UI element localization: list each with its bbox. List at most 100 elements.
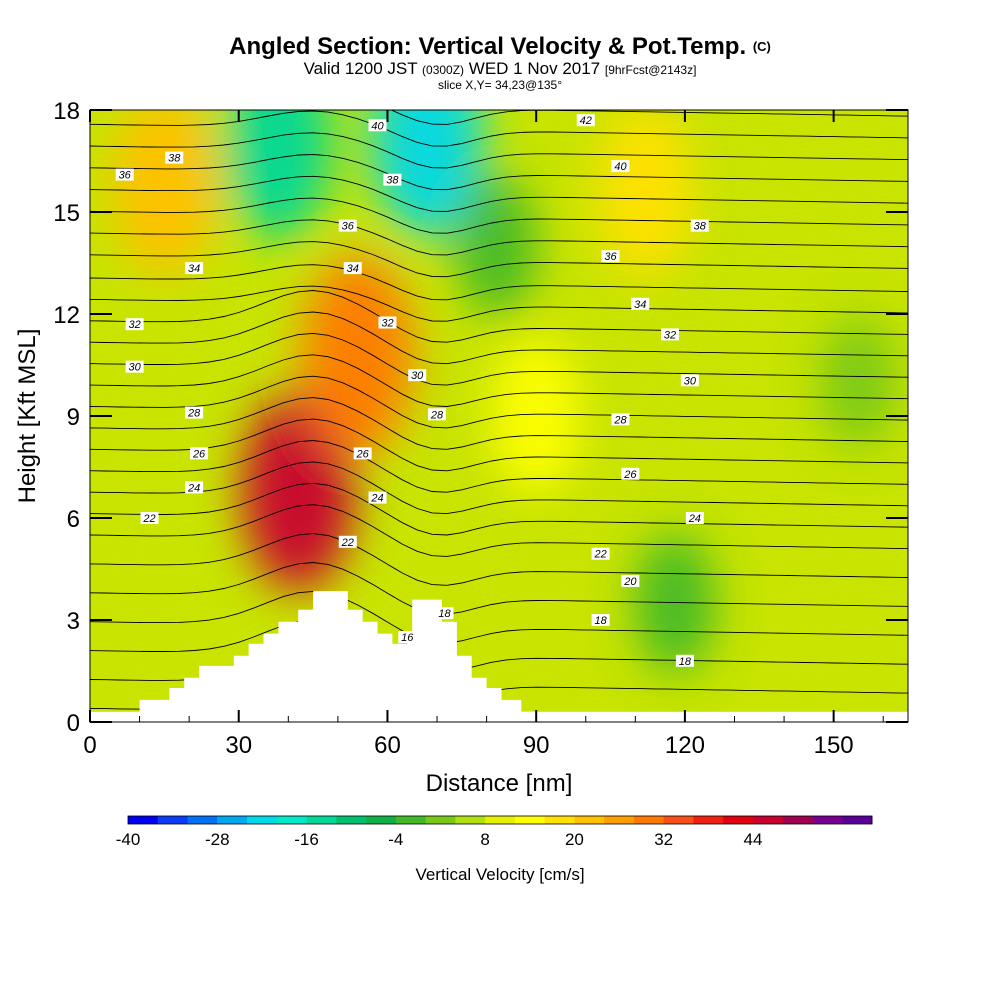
contour-label-text: 22 — [142, 513, 155, 525]
colorbar-tick-label: -40 — [116, 830, 141, 849]
contour-label-box — [383, 173, 402, 186]
contour-label: 24 — [685, 512, 704, 525]
contour-label: 32 — [125, 318, 144, 331]
colorbar-swatch — [633, 816, 665, 824]
contour-label-box — [338, 219, 357, 232]
contour-label-box — [185, 262, 204, 275]
isentrope-35 — [90, 241, 908, 278]
contour-label: 30 — [680, 374, 699, 387]
colorbar-swatch — [812, 816, 843, 824]
colorbar-swatch — [752, 816, 784, 824]
vertical-velocity-field — [90, 110, 908, 722]
contour-label-text: 32 — [128, 319, 140, 331]
colorbar-frame — [127, 815, 873, 825]
contour-label: 22 — [591, 547, 610, 561]
colorbar-swatch — [247, 816, 278, 824]
contour-label-box — [621, 574, 640, 587]
contour-label: 30 — [125, 360, 144, 374]
contour-label-text: 36 — [342, 221, 355, 233]
contour-label-box — [435, 607, 454, 620]
isentrope-19 — [90, 590, 908, 644]
isentrope-25 — [90, 440, 908, 493]
contour-label: 32 — [378, 316, 397, 330]
contour-label: 16 — [398, 631, 417, 644]
contour-label-text: 38 — [386, 175, 399, 187]
contour-label: 28 — [428, 408, 447, 421]
contour-label: 34 — [343, 262, 362, 275]
contour-label: 18 — [435, 607, 454, 620]
colorbar-tick-label: 20 — [565, 830, 584, 849]
contour-label-text: 30 — [684, 375, 697, 387]
contour-label-text: 26 — [192, 448, 206, 460]
isentrope-20 — [90, 562, 908, 615]
colorbar-tick-label: -28 — [205, 830, 230, 849]
contour-label: 22 — [338, 535, 357, 549]
contour-label-text: 18 — [438, 608, 451, 620]
isentrope-28 — [90, 375, 908, 429]
contour-label-box — [338, 535, 357, 548]
isentrope-27 — [90, 397, 908, 450]
x-tick-label: 120 — [665, 732, 705, 759]
contour-label-text: 34 — [347, 263, 359, 275]
velocity-feature — [371, 110, 484, 238]
colorbar-swatch — [574, 816, 605, 824]
velocity-feature — [242, 390, 355, 591]
terrain — [90, 591, 908, 722]
colorbar-swatch — [514, 816, 546, 824]
contour-label-box — [680, 374, 699, 387]
velocity-feature — [596, 110, 695, 279]
contour-label: 28 — [185, 406, 204, 420]
chart-subtitle: Valid 1200 JST (0300Z) WED 1 Nov 2017 [9… — [303, 59, 697, 78]
contour-label-text: 32 — [381, 318, 393, 330]
contour-label-box — [591, 614, 610, 626]
isentrope-22 — [90, 504, 908, 557]
contour-label: 42 — [576, 114, 595, 127]
colorbar-swatch — [485, 816, 516, 824]
title-mark: (C) — [752, 39, 771, 54]
colorbar-swatch — [306, 816, 337, 824]
contour-label-text: 32 — [664, 329, 676, 341]
isentrope-18 — [90, 619, 908, 673]
colorbar-swatch — [366, 816, 397, 824]
contour-label: 36 — [338, 219, 357, 233]
contour-label-text: 24 — [370, 493, 383, 505]
contour-label-text: 18 — [679, 656, 692, 668]
contour-label-text: 18 — [595, 615, 608, 627]
x-tick-label: 90 — [523, 732, 550, 759]
contour-label-text: 26 — [356, 448, 370, 460]
contour-label-box — [140, 512, 159, 524]
contour-label-box — [428, 408, 447, 421]
isentrope-38 — [90, 175, 908, 212]
contour-label: 22 — [140, 512, 159, 525]
contour-label-box — [190, 447, 209, 460]
colorbar-swatch — [217, 816, 248, 824]
isentrope-34 — [90, 264, 908, 301]
slice-info: slice X,Y= 34,23@135° — [437, 78, 563, 92]
contour-label: 18 — [591, 614, 610, 627]
contour-label-box — [115, 168, 134, 181]
contour-label-box — [690, 219, 709, 232]
contour-label-box — [343, 262, 362, 275]
contour-label-box — [368, 491, 387, 504]
contour-label-box — [675, 654, 694, 667]
colorbar-swatch — [395, 816, 427, 824]
colorbar-swatch — [782, 816, 813, 824]
x-tick-label: 60 — [374, 732, 401, 759]
contour-label: 38 — [690, 219, 709, 233]
contour-label-text: 34 — [188, 263, 200, 275]
contour-label-box — [408, 369, 427, 382]
contour-label-text: 38 — [168, 153, 181, 165]
x-tick-label: 0 — [83, 732, 96, 759]
contour-label-box — [165, 151, 184, 164]
colorbar-swatch — [842, 816, 873, 824]
y-tick-label: 0 — [67, 710, 80, 737]
contour-label-box — [631, 297, 650, 310]
contour-label: 38 — [383, 173, 402, 187]
contour-label-box — [601, 250, 620, 263]
velocity-feature — [456, 175, 537, 317]
contour-label-box — [368, 119, 387, 132]
valid-date: WED 1 Nov 2017 — [468, 59, 601, 78]
contour-label: 26 — [621, 467, 640, 481]
